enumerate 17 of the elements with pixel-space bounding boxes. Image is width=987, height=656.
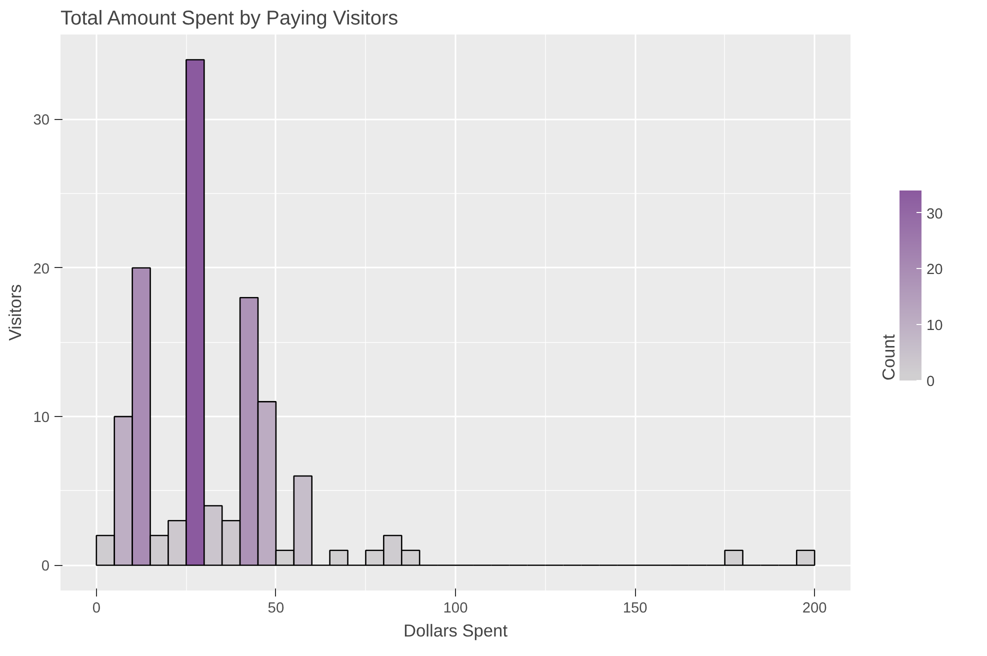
x-tick-label: 200 — [802, 600, 827, 616]
y-axis-title: Visitors — [5, 284, 26, 341]
chart-title: Total Amount Spent by Paying Visitors — [60, 8, 398, 30]
color-bar-label: 20 — [926, 262, 943, 278]
x-tick-label: 50 — [268, 600, 284, 616]
y-tick-label: 20 — [33, 261, 50, 278]
x-axis-title: Dollars Spent — [403, 620, 508, 640]
x-tick-label: 0 — [92, 600, 100, 616]
color-bar-label: 10 — [926, 318, 943, 334]
color-bar-label: 0 — [926, 374, 935, 390]
y-tick-label: 0 — [41, 558, 50, 575]
x-tick-label: 150 — [622, 600, 648, 616]
color-bar-label: 30 — [926, 206, 943, 222]
y-tick-label: 10 — [33, 410, 50, 426]
y-tick-label: 30 — [33, 112, 50, 129]
color-bar-title: Count — [878, 334, 898, 380]
x-tick-label: 100 — [443, 600, 468, 616]
